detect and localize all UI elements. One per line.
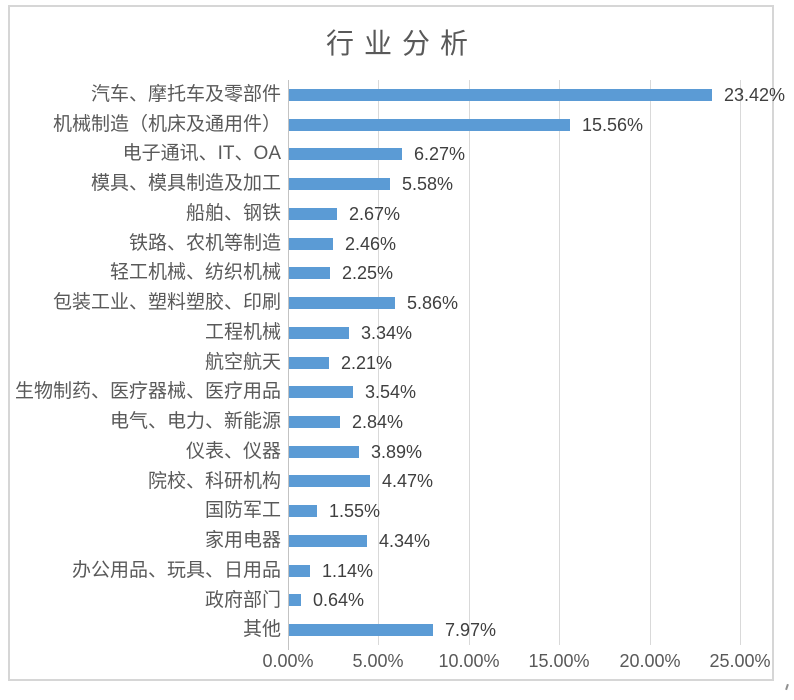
category-label: 生物制药、医疗器械、医疗用品 (14, 381, 281, 402)
bar (289, 297, 395, 309)
value-label: 1.14% (322, 561, 374, 581)
x-tick-label: 0.00% (262, 651, 314, 671)
category-label: 航空航天 (204, 352, 281, 373)
value-label: 6.27% (414, 144, 466, 164)
category-label: 电子通讯、IT、OA (122, 143, 281, 164)
x-tick-label: 5.00% (352, 651, 404, 671)
category-label: 其他 (242, 619, 281, 640)
category-label: 船舶、钢铁 (185, 203, 281, 224)
value-label: 3.34% (361, 323, 413, 343)
category-label: 国防军工 (204, 500, 281, 521)
bar (289, 475, 370, 487)
category-label: 办公用品、玩具、日用品 (71, 560, 281, 581)
x-tick-label: 10.00% (438, 651, 500, 671)
value-label: 5.58% (402, 174, 454, 194)
bar (289, 446, 359, 458)
bar (289, 624, 433, 636)
value-label: 7.97% (445, 620, 497, 640)
category-label: 轻工机械、纺织机械 (109, 262, 281, 283)
bar (289, 535, 367, 547)
category-label: 家用电器 (204, 530, 281, 551)
x-tick-label: 15.00% (528, 651, 590, 671)
value-label: 1.55% (329, 501, 381, 521)
category-label: 铁路、农机等制造 (128, 233, 281, 254)
value-label: 2.67% (349, 204, 401, 224)
category-label: 工程机械 (204, 322, 281, 343)
category-label: 模具、模具制造及加工 (90, 173, 281, 194)
bar (289, 327, 349, 339)
bar (289, 505, 317, 517)
gridline (469, 80, 470, 645)
value-label: 2.25% (342, 263, 394, 283)
x-tick-label: 20.00% (619, 651, 681, 671)
bar (289, 594, 301, 606)
bar (289, 119, 570, 131)
category-label: 机械制造（机床及通用件） (52, 114, 281, 135)
value-label: 2.46% (345, 234, 397, 254)
value-label: 0.64% (313, 590, 365, 610)
value-label: 3.89% (371, 442, 423, 462)
value-label: 2.84% (352, 412, 404, 432)
gridline (559, 80, 560, 645)
value-label: 4.47% (382, 471, 434, 491)
chart-title: 行业分析 (325, 28, 478, 59)
gridline (378, 80, 379, 645)
bar (289, 208, 337, 220)
category-label: 电气、电力、新能源 (109, 411, 281, 432)
bar (289, 386, 353, 398)
category-label: 包装工业、塑料塑胶、印刷 (52, 292, 281, 313)
category-label: 汽车、摩托车及零部件 (90, 84, 281, 105)
value-label: 5.86% (407, 293, 459, 313)
value-label: 23.42% (724, 85, 786, 105)
bar (289, 416, 340, 428)
plot-area: 23.42% 15.56% 6.27% 5.58% 2.67% 2.46% 2.25% 5.8… (288, 80, 785, 650)
chart-border (8, 5, 774, 681)
bar (289, 267, 330, 279)
value-label: 2.21% (341, 353, 393, 373)
category-label: 仪表、仪器 (185, 441, 281, 462)
gridline (740, 80, 741, 645)
x-tick-label: 25.00% (709, 651, 771, 671)
value-label: 15.56% (582, 115, 644, 135)
value-label: 3.54% (365, 382, 417, 402)
value-label: 4.34% (379, 531, 431, 551)
corner-artifact-mark (785, 683, 789, 691)
gridline (650, 80, 651, 645)
bar (289, 565, 310, 577)
category-label: 政府部门 (204, 590, 281, 611)
category-label: 院校、科研机构 (147, 471, 281, 492)
bar (289, 178, 390, 190)
category-axis-line (288, 80, 289, 650)
bar (289, 357, 329, 369)
bar (289, 89, 712, 101)
bar (289, 148, 402, 160)
bar (289, 238, 333, 250)
